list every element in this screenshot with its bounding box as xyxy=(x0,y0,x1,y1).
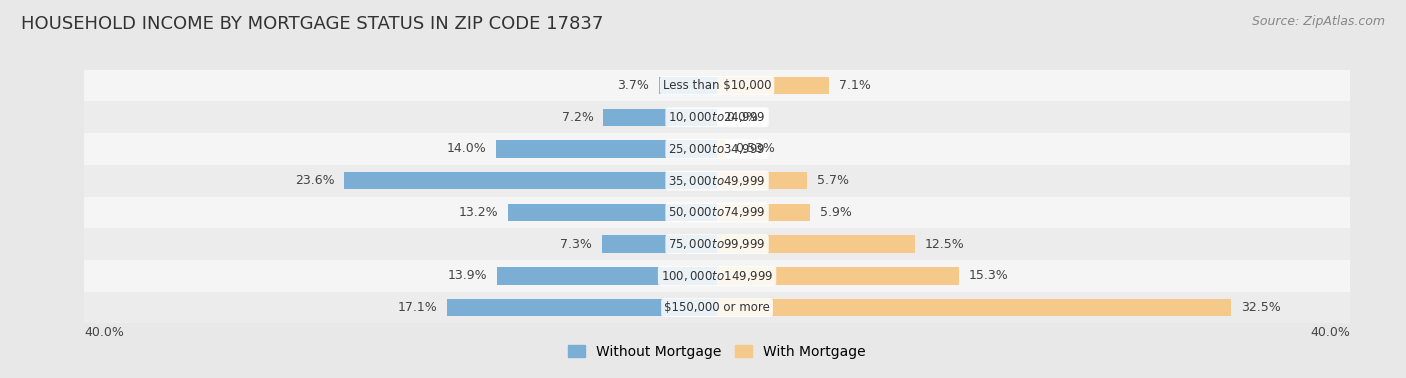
Bar xyxy=(84,101,1350,133)
Bar xyxy=(717,235,915,253)
Bar xyxy=(496,140,717,158)
Bar xyxy=(84,70,1350,101)
Text: $100,000 to $149,999: $100,000 to $149,999 xyxy=(661,269,773,283)
Bar xyxy=(84,165,1350,197)
Bar xyxy=(717,267,959,285)
Bar xyxy=(602,235,717,253)
Bar xyxy=(84,260,1350,292)
Bar xyxy=(84,228,1350,260)
Bar xyxy=(343,172,717,189)
Text: 0.0%: 0.0% xyxy=(727,111,759,124)
Text: 7.1%: 7.1% xyxy=(839,79,870,92)
Text: $25,000 to $34,999: $25,000 to $34,999 xyxy=(668,142,766,156)
Text: 15.3%: 15.3% xyxy=(969,270,1008,282)
Text: Source: ZipAtlas.com: Source: ZipAtlas.com xyxy=(1251,15,1385,28)
Text: 14.0%: 14.0% xyxy=(446,143,486,155)
Text: $50,000 to $74,999: $50,000 to $74,999 xyxy=(668,205,766,219)
Bar xyxy=(498,267,717,285)
Bar xyxy=(717,77,830,94)
Bar xyxy=(717,140,725,158)
Text: 7.2%: 7.2% xyxy=(562,111,593,124)
Text: 13.9%: 13.9% xyxy=(449,270,488,282)
Text: $35,000 to $49,999: $35,000 to $49,999 xyxy=(668,174,766,188)
Text: $10,000 to $24,999: $10,000 to $24,999 xyxy=(668,110,766,124)
Text: 17.1%: 17.1% xyxy=(398,301,437,314)
Bar xyxy=(84,197,1350,228)
Bar xyxy=(603,108,717,126)
Bar xyxy=(509,204,717,221)
Text: 7.3%: 7.3% xyxy=(560,238,592,251)
Bar xyxy=(84,292,1350,324)
Text: 23.6%: 23.6% xyxy=(295,174,335,187)
Bar xyxy=(717,204,810,221)
Bar xyxy=(84,133,1350,165)
Text: 5.9%: 5.9% xyxy=(820,206,852,219)
Bar xyxy=(658,77,717,94)
Bar xyxy=(717,172,807,189)
Text: 40.0%: 40.0% xyxy=(1310,326,1350,339)
Bar xyxy=(447,299,717,316)
Text: 5.7%: 5.7% xyxy=(817,174,849,187)
Legend: Without Mortgage, With Mortgage: Without Mortgage, With Mortgage xyxy=(562,339,872,364)
Text: $150,000 or more: $150,000 or more xyxy=(664,301,770,314)
Bar xyxy=(717,299,1232,316)
Text: 32.5%: 32.5% xyxy=(1240,301,1281,314)
Text: Less than $10,000: Less than $10,000 xyxy=(662,79,772,92)
Text: 13.2%: 13.2% xyxy=(460,206,499,219)
Text: 3.7%: 3.7% xyxy=(617,79,650,92)
Text: 12.5%: 12.5% xyxy=(924,238,965,251)
Text: 0.53%: 0.53% xyxy=(735,143,775,155)
Text: 40.0%: 40.0% xyxy=(84,326,124,339)
Text: HOUSEHOLD INCOME BY MORTGAGE STATUS IN ZIP CODE 17837: HOUSEHOLD INCOME BY MORTGAGE STATUS IN Z… xyxy=(21,15,603,33)
Text: $75,000 to $99,999: $75,000 to $99,999 xyxy=(668,237,766,251)
